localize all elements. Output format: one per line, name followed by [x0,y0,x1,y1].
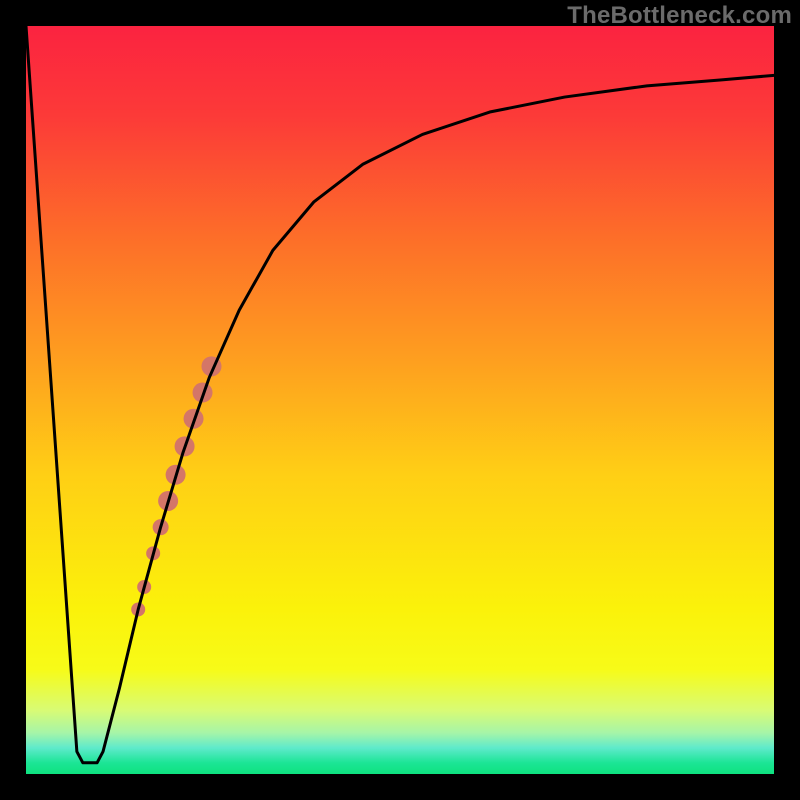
gradient-background [26,26,774,774]
bottleneck-chart: TheBottleneck.com [0,0,800,800]
chart-svg [0,0,800,800]
plot-area [26,26,774,774]
